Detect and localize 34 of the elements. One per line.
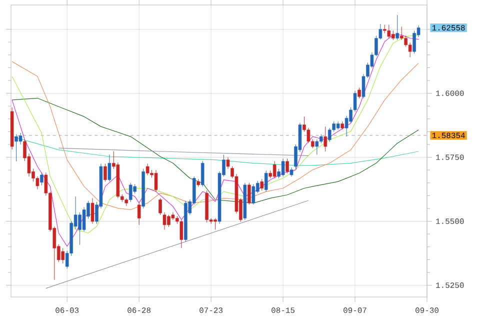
candlestick [248,182,251,205]
candlestick [18,132,22,145]
candlestick [264,170,268,192]
candlestick [162,212,166,230]
candlestick [396,14,399,40]
candlestick [128,182,132,202]
candlestick [180,220,184,248]
candlestick [154,170,158,192]
candlestick [328,128,332,142]
candlestick [281,158,285,177]
candlestick [358,87,361,99]
candlestick [260,178,264,191]
candlestick [214,218,217,230]
candlestick [104,163,107,182]
line-series [12,98,419,204]
candlestick [200,160,204,187]
candlestick [252,184,256,205]
candlestick [108,154,112,182]
candlestick [40,172,44,186]
candlestick [61,248,64,264]
candlestick [137,203,141,226]
candlestick [306,128,310,144]
candlestick [272,160,276,179]
candlestick [387,24,391,39]
candlestick [324,126,328,152]
candlestick [82,206,86,232]
candlestick [146,163,150,176]
line-series [12,61,419,210]
candlestick [408,42,412,58]
candlestick [286,158,289,174]
candlestick [90,198,94,224]
candlestick [158,198,162,216]
candlestick [315,139,319,155]
candlestick [226,157,230,170]
